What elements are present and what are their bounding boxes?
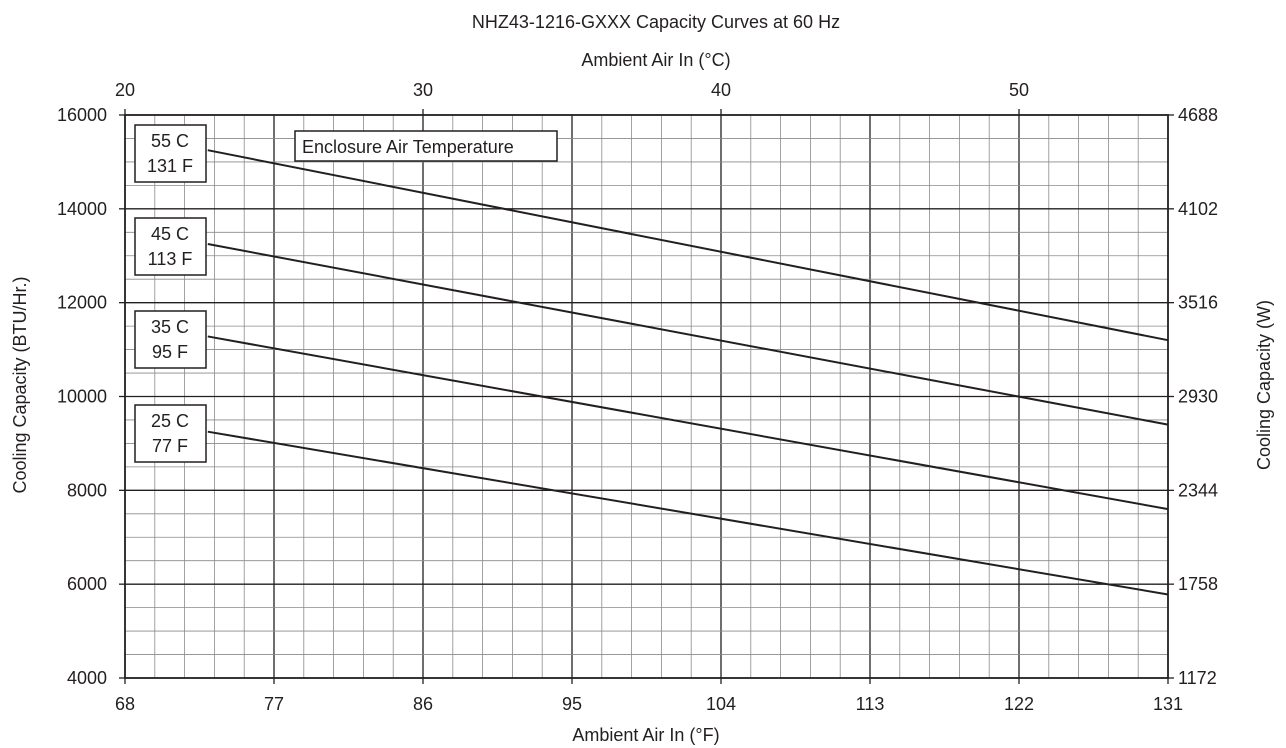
series-label-celsius: 35 C bbox=[151, 317, 189, 337]
series-line bbox=[207, 335, 1169, 511]
series-label-celsius: 55 C bbox=[151, 131, 189, 151]
x2-tick-label: 30 bbox=[413, 80, 433, 100]
y-tick-label: 4000 bbox=[67, 668, 107, 688]
y2-tick-label: 1758 bbox=[1178, 574, 1218, 594]
x2-tick-label: 50 bbox=[1009, 80, 1029, 100]
x-tick-label: 122 bbox=[1004, 694, 1034, 714]
y2-tick-label: 2930 bbox=[1178, 387, 1218, 407]
y-tick-label: 8000 bbox=[67, 480, 107, 500]
series-label-celsius: 45 C bbox=[151, 224, 189, 244]
plot-frame bbox=[124, 114, 1169, 679]
series-line bbox=[207, 149, 1169, 342]
series-line bbox=[207, 430, 1169, 596]
y2-tick-label: 4102 bbox=[1178, 199, 1218, 219]
tick-labels: 68 77 86 95 104 113 122 131 20 30 40 50 4000 6000 8000… bbox=[57, 80, 1218, 714]
series-label-box bbox=[134, 310, 207, 369]
y-tick-label: 6000 bbox=[67, 574, 107, 594]
legend-title-text: Enclosure Air Temperature bbox=[302, 137, 514, 157]
series-label-box bbox=[134, 404, 207, 463]
y-tick-label: 14000 bbox=[57, 199, 107, 219]
y2-tick-label: 1172 bbox=[1178, 668, 1217, 688]
series-label-celsius: 25 C bbox=[151, 411, 189, 431]
y-tick-label: 10000 bbox=[57, 387, 107, 407]
series-label-fahrenheit: 77 F bbox=[152, 436, 188, 456]
x-tick-label: 113 bbox=[856, 694, 885, 714]
series-label-fahrenheit: 131 F bbox=[147, 156, 193, 176]
x-tick-label: 131 bbox=[1153, 694, 1183, 714]
series-lines bbox=[207, 149, 1169, 596]
x2-tick-label: 40 bbox=[711, 80, 731, 100]
right-axis-title: Cooling Capacity (W) bbox=[1254, 300, 1274, 470]
x-tick-label: 95 bbox=[562, 694, 582, 714]
chart-title: NHZ43-1216-GXXX Capacity Curves at 60 Hz bbox=[472, 12, 840, 32]
x-tick-label: 77 bbox=[264, 694, 284, 714]
left-axis-title: Cooling Capacity (BTU/Hr.) bbox=[10, 276, 30, 493]
series-label-box bbox=[134, 217, 207, 276]
y2-tick-label: 3516 bbox=[1178, 293, 1218, 313]
series-label-fahrenheit: 113 F bbox=[148, 249, 193, 269]
bottom-axis-title: Ambient Air In (°F) bbox=[572, 725, 719, 745]
x2-tick-label: 20 bbox=[115, 80, 135, 100]
series-label-fahrenheit: 95 F bbox=[152, 342, 188, 362]
top-axis-title: Ambient Air In (°C) bbox=[581, 50, 730, 70]
grid bbox=[125, 115, 1168, 678]
y2-tick-label: 2344 bbox=[1178, 480, 1218, 500]
series-line bbox=[207, 243, 1169, 426]
legend-title-box: Enclosure Air Temperature bbox=[294, 130, 558, 162]
series-labels: 55 C 131 F 45 C 113 F 35 C 95 F 25 C 77 F bbox=[134, 124, 207, 463]
x-tick-label: 86 bbox=[413, 694, 433, 714]
y2-tick-label: 4688 bbox=[1178, 105, 1218, 125]
y-tick-label: 12000 bbox=[57, 293, 107, 313]
x-tick-label: 68 bbox=[115, 694, 135, 714]
series-label-box bbox=[134, 124, 207, 183]
x-tick-label: 104 bbox=[706, 694, 736, 714]
y-tick-label: 16000 bbox=[57, 105, 107, 125]
